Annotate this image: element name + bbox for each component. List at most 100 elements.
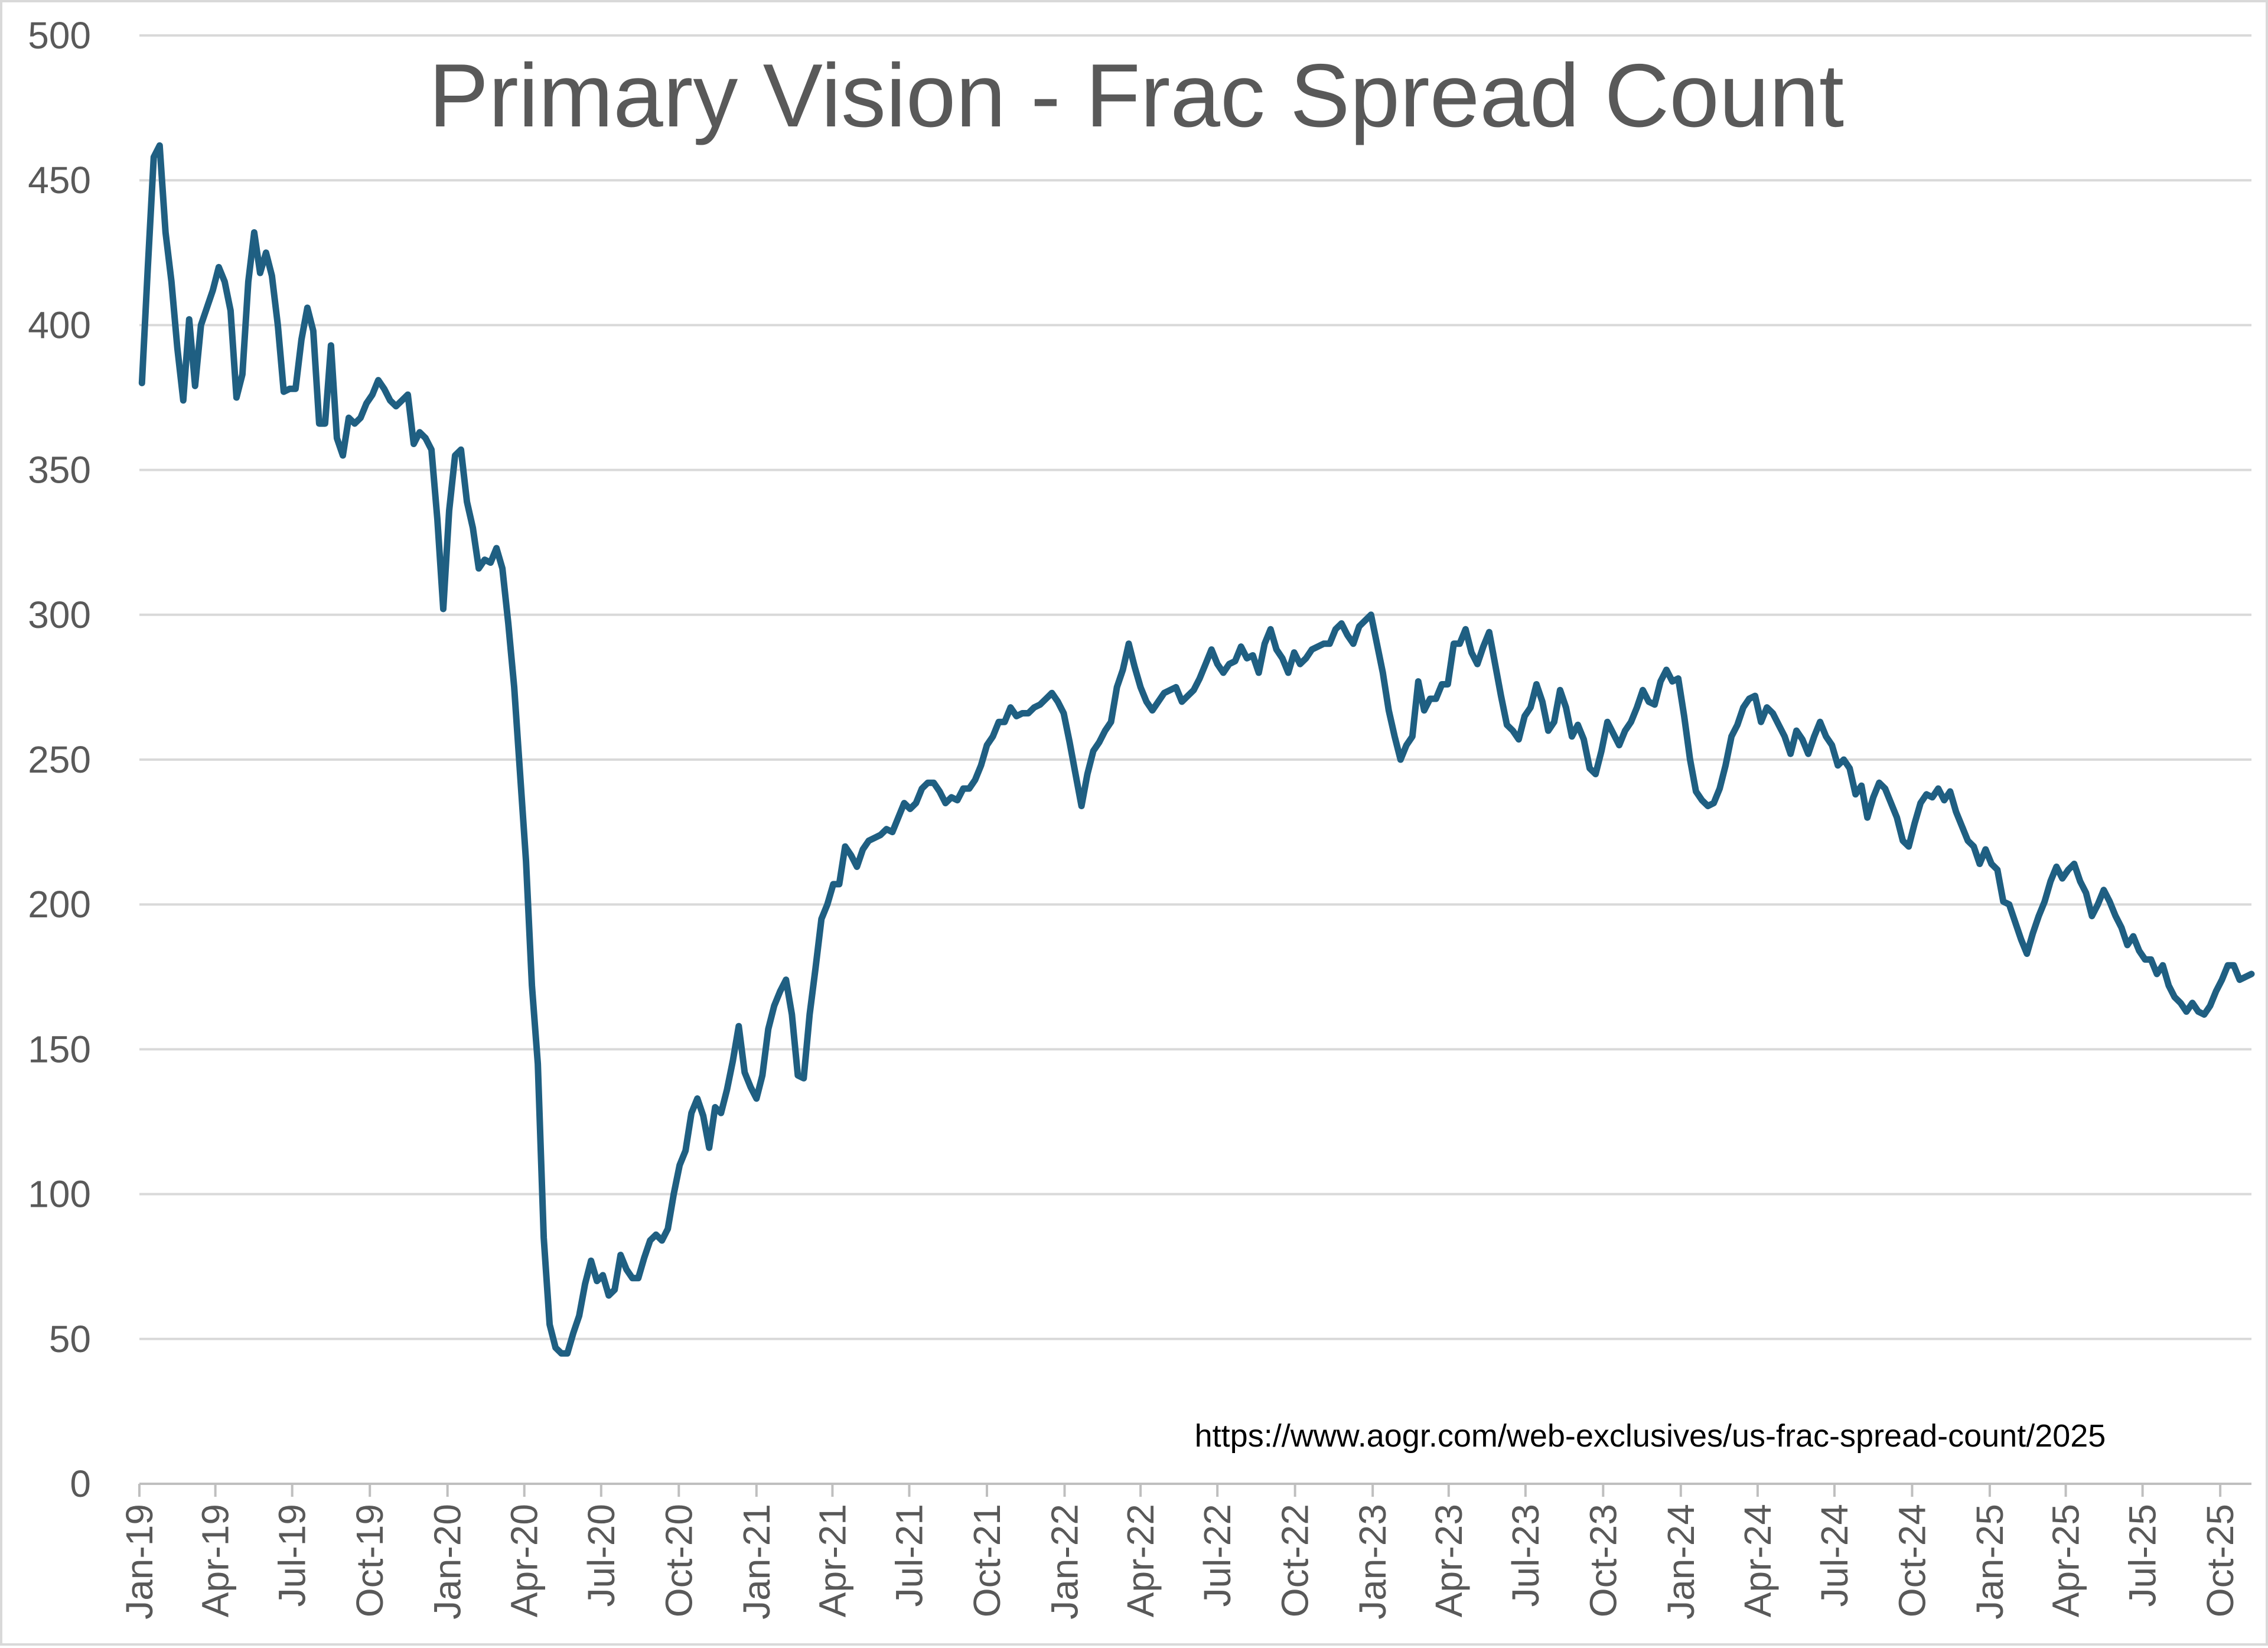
data-point — [1146, 701, 1147, 702]
x-tick-label: Jan-24 — [1660, 1504, 1702, 1620]
data-point — [2150, 959, 2152, 960]
data-point — [1477, 663, 1478, 665]
x-tick-label: Jan-19 — [118, 1504, 161, 1620]
data-point — [697, 1098, 698, 1099]
data-point — [791, 1014, 793, 1015]
x-tick-label: Oct-21 — [966, 1504, 1008, 1617]
x-tick-label: Oct-19 — [348, 1504, 391, 1617]
data-point — [2168, 985, 2169, 986]
data-point — [1158, 701, 1159, 702]
data-point — [1299, 663, 1301, 665]
data-point — [614, 1289, 615, 1290]
data-point — [555, 1347, 556, 1348]
y-tick-label: 250 — [28, 738, 91, 781]
data-point — [1028, 713, 1029, 714]
x-tick-label: Jan-23 — [1351, 1504, 1394, 1620]
data-point — [2162, 965, 2163, 966]
data-point — [253, 232, 255, 233]
data-point — [1654, 704, 1655, 705]
data-point — [478, 568, 480, 569]
data-point — [2097, 904, 2098, 905]
x-tick-label: Apr-25 — [2045, 1504, 2087, 1617]
x-tick-label: Jul-22 — [1196, 1504, 1239, 1607]
data-point — [939, 791, 940, 792]
series — [138, 142, 2255, 1357]
data-point — [1205, 663, 1206, 665]
data-point — [2026, 953, 2028, 955]
data-point — [1140, 686, 1141, 688]
data-point — [537, 1063, 539, 1064]
data-point — [484, 559, 485, 561]
data-point — [2156, 973, 2158, 975]
data-point — [2251, 973, 2252, 975]
chart-title: Primary Vision - Frac Spread Count — [429, 45, 1844, 146]
data-point — [803, 1077, 804, 1079]
data-point — [1217, 663, 1218, 665]
data-point — [1613, 733, 1614, 734]
data-point — [1772, 713, 1774, 714]
y-tick-label: 350 — [28, 449, 91, 491]
data-point — [608, 1295, 610, 1296]
data-point — [2044, 901, 2045, 902]
data-point — [2032, 933, 2034, 934]
data-point — [1743, 707, 1744, 708]
data-point — [1482, 646, 1484, 647]
data-point — [1270, 628, 1271, 630]
x-tick-label: Jul-25 — [2122, 1504, 2164, 1607]
data-point — [1394, 736, 1395, 737]
data-point — [2221, 979, 2223, 981]
x-tick-label: Jan-20 — [426, 1504, 469, 1620]
x-tick-label: Jul-20 — [580, 1504, 623, 1607]
data-point — [443, 608, 444, 610]
y-tick-label: 450 — [28, 159, 91, 201]
data-point — [230, 310, 231, 311]
data-point — [744, 1072, 745, 1073]
data-point — [224, 281, 225, 282]
data-point — [1731, 736, 1732, 737]
data-point — [1784, 736, 1785, 737]
x-tick-label: Apr-20 — [503, 1504, 546, 1617]
data-point — [1364, 620, 1366, 621]
data-point — [1169, 689, 1171, 691]
data-point — [567, 1353, 568, 1354]
data-point — [1423, 710, 1425, 711]
data-point — [188, 319, 190, 320]
data-point — [815, 968, 816, 969]
y-tick-label: 200 — [28, 883, 91, 926]
data-point — [2121, 927, 2122, 928]
x-tick-label: Apr-24 — [1736, 1504, 1779, 1617]
data-point — [1542, 701, 1543, 702]
series-line-frac-spread-count — [138, 142, 2255, 1357]
x-tick-label: Jul-23 — [1504, 1504, 1547, 1607]
data-point — [1293, 652, 1295, 653]
x-tick-label: Oct-24 — [1891, 1504, 1933, 1617]
data-point — [1459, 643, 1460, 644]
data-point — [980, 765, 982, 766]
y-tick-label: 400 — [28, 304, 91, 346]
data-point — [2180, 1002, 2181, 1004]
data-point — [797, 1075, 799, 1076]
y-tick-label: 150 — [28, 1028, 91, 1070]
data-point — [2198, 1011, 2199, 1012]
y-tick-label: 300 — [28, 594, 91, 636]
x-tick-label: Apr-22 — [1119, 1504, 1162, 1617]
data-point — [2174, 996, 2175, 998]
data-point — [1335, 628, 1336, 630]
data-point — [437, 519, 438, 520]
y-tick-label: 50 — [49, 1318, 91, 1360]
data-point — [1211, 649, 1212, 650]
x-axis-ticks: Jan-19 Apr-19 Jul-19 Oct-19 Jan-20 Apr-20 Jul-… — [118, 1484, 2241, 1620]
data-point — [809, 1014, 810, 1015]
data-point — [862, 849, 863, 850]
x-tick-label: Apr-21 — [811, 1504, 853, 1617]
data-point — [1276, 649, 1277, 650]
data-point — [472, 527, 474, 529]
data-point — [1530, 707, 1531, 708]
x-tick-label: Jul-21 — [888, 1504, 930, 1607]
x-tick-label: Jan-21 — [735, 1504, 778, 1620]
x-tick-label: Oct-20 — [657, 1504, 700, 1617]
data-point — [1223, 672, 1224, 673]
data-point — [1725, 765, 1726, 766]
data-point — [1518, 739, 1519, 740]
